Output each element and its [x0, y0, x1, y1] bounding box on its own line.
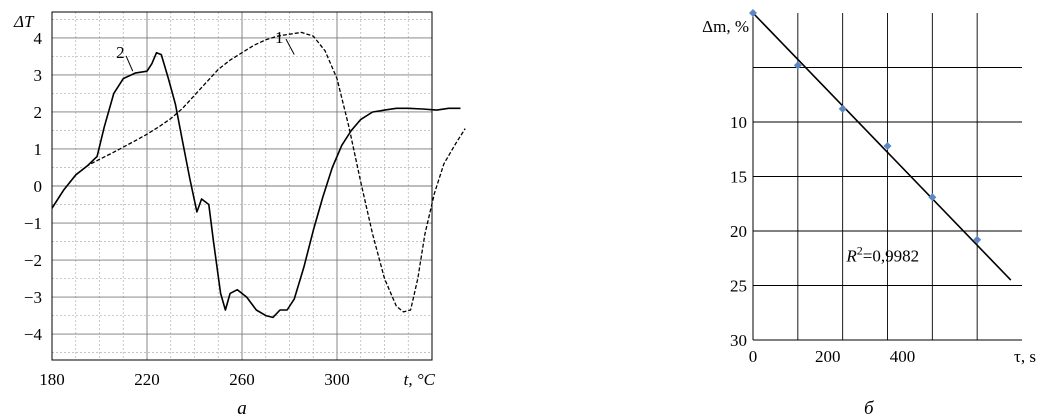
chart-b-r2-annotation: R2=0,9982 [845, 244, 919, 266]
chart-b-x-axis-label: τ, s [1014, 347, 1036, 366]
data-point [749, 9, 757, 17]
chart-b-points [749, 9, 982, 244]
y-tick-label: −4 [24, 325, 43, 344]
series-label-2: 2 [116, 43, 125, 62]
data-point [928, 193, 937, 202]
series-line-1 [51, 31, 466, 313]
x-tick-label: 180 [39, 370, 65, 389]
r2-value: =0,9982 [863, 247, 919, 266]
chart-a-series-labels: 12 [116, 28, 295, 72]
x-tick-label: 300 [324, 370, 350, 389]
y-tick-label: 20 [730, 222, 747, 241]
chart-b-y-axis-label: Δm, % [702, 17, 749, 36]
y-tick-label: 2 [34, 103, 43, 122]
chart-a-caption: a [237, 398, 247, 417]
y-tick-label: −1 [24, 214, 42, 233]
series-line-2 [51, 51, 461, 319]
series-leader-2 [125, 55, 134, 72]
chart-a-y-axis-label: ΔT [13, 12, 35, 31]
y-tick-label: −3 [24, 288, 42, 307]
x-tick-label: 220 [134, 370, 160, 389]
x-tick-label: 200 [815, 347, 841, 366]
y-tick-label: −2 [24, 251, 42, 270]
chart-b-caption: б [864, 398, 875, 417]
y-tick-label: 30 [730, 331, 747, 350]
chart-b-y-tick-labels: 10 15 20 25 30 [730, 113, 747, 350]
data-point [883, 141, 892, 150]
x-tick-label: 260 [229, 370, 255, 389]
y-tick-label: 3 [34, 66, 43, 85]
data-point [973, 235, 982, 244]
y-tick-label: 10 [730, 113, 747, 132]
series-label-1: 1 [275, 28, 284, 47]
y-tick-label: 25 [730, 277, 747, 296]
x-tick-label: 400 [890, 347, 916, 366]
chart-b-grid [752, 13, 1022, 341]
chart-a-plot-frame [51, 11, 433, 361]
chart-a-x-axis-label: t, °C [404, 370, 436, 389]
chart-b-trendline [752, 12, 1012, 281]
y-tick-label: 0 [34, 177, 43, 196]
chart-b-x-tick-labels: 0 200 400 [749, 347, 915, 366]
chart-a-grid [52, 12, 432, 360]
x-tick-label: 0 [749, 347, 758, 366]
y-tick-label: 15 [730, 168, 747, 187]
chart-a-x-tick-labels: 180 220 260 300 [39, 370, 350, 389]
data-point [838, 104, 847, 113]
series-leader-1 [285, 38, 295, 55]
y-tick-label: 1 [34, 140, 43, 159]
chart-a-series [51, 31, 466, 319]
data-point [793, 61, 802, 70]
chart-a-y-tick-labels: 4 3 2 1 0 −1 −2 −3 −4 [24, 29, 43, 344]
y-tick-label: 4 [34, 29, 43, 48]
r2-superscript: 2 [857, 244, 863, 258]
r2-letter: R [845, 247, 857, 266]
